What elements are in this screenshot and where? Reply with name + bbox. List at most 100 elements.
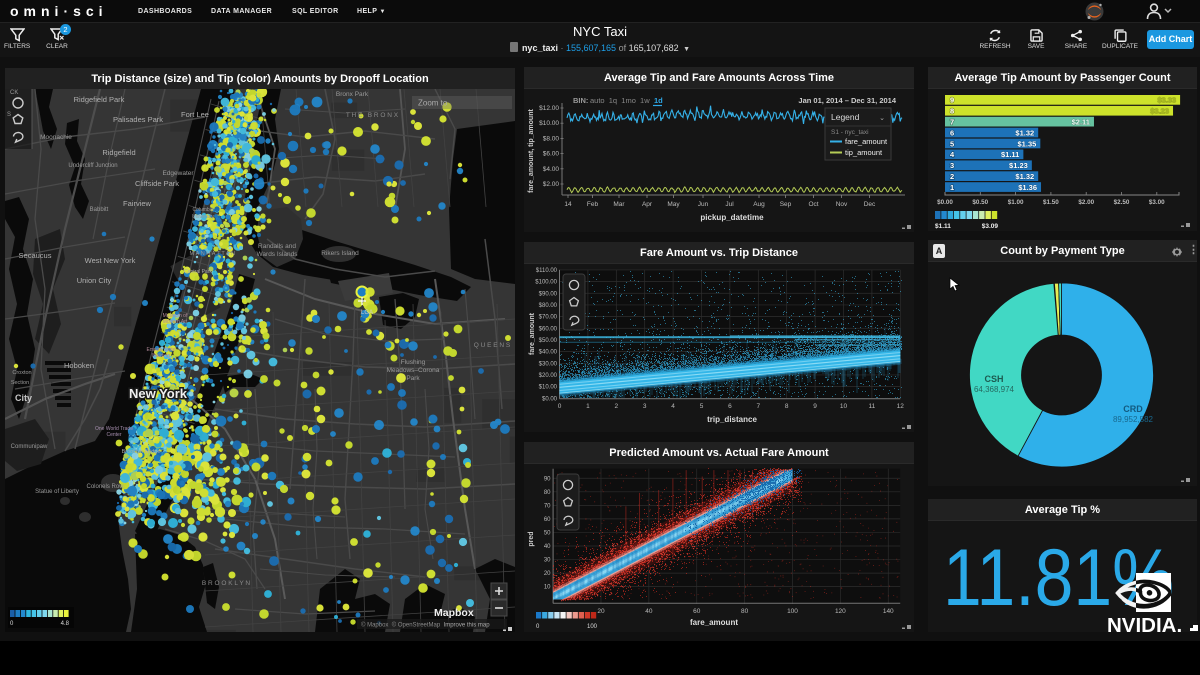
svg-text:14: 14: [564, 201, 572, 208]
svg-text:Randalls and: Randalls and: [258, 243, 296, 250]
svg-text:Sep: Sep: [780, 201, 792, 208]
svg-text:100: 100: [787, 608, 798, 615]
svg-text:$110.00: $110.00: [536, 268, 558, 274]
svg-text:4: 4: [671, 403, 675, 410]
svg-text:Central Park: Central Park: [184, 269, 212, 275]
svg-text:Hoboken: Hoboken: [64, 361, 94, 370]
svg-text:One World Trade: One World Trade: [95, 426, 133, 432]
svg-text:fare_amount: fare_amount: [529, 312, 536, 355]
svg-text:60: 60: [544, 517, 551, 523]
svg-text:NVIDIA.: NVIDIA.: [1107, 614, 1182, 637]
svg-text:Statue of Liberty: Statue of Liberty: [35, 489, 79, 495]
svg-text:CK: CK: [10, 90, 18, 96]
svg-text:CRD: CRD: [1123, 404, 1143, 414]
svg-text:5: 5: [700, 403, 704, 410]
svg-text:10: 10: [544, 585, 551, 591]
svg-text:Ridgefield Park: Ridgefield Park: [74, 95, 125, 104]
svg-text:B R O O K L Y N: B R O O K L Y N: [202, 580, 251, 587]
svg-text:Brooklyn Bridge: Brooklyn Bridge: [122, 449, 161, 455]
svg-text:$2.11: $2.11: [1072, 118, 1090, 127]
svg-text:auto 1q 1mo 1w: auto 1q 1mo 1w: [590, 96, 650, 105]
svg-text:Croxton: Croxton: [12, 370, 31, 376]
svg-text:20: 20: [544, 571, 551, 577]
svg-text:$40.00: $40.00: [539, 350, 558, 356]
svg-text:0: 0: [536, 624, 540, 630]
svg-text:$1.50: $1.50: [1043, 199, 1059, 206]
svg-text:Jul: Jul: [725, 201, 734, 208]
svg-text:Rikers Island: Rikers Island: [321, 250, 359, 257]
svg-text:Museum of: Museum of: [163, 313, 188, 319]
svg-text:$10.00: $10.00: [539, 120, 559, 127]
svg-text:Fort Lee: Fort Lee: [181, 110, 209, 119]
svg-text:70: 70: [544, 503, 551, 509]
svg-text:9: 9: [813, 403, 817, 410]
svg-text:7: 7: [756, 403, 760, 410]
svg-text:Bronx Park: Bronx Park: [336, 91, 369, 98]
svg-text:Apr: Apr: [642, 201, 653, 208]
svg-text:Modern Art: Modern Art: [163, 319, 188, 325]
svg-text:Dec: Dec: [864, 201, 876, 208]
svg-text:2: 2: [950, 172, 954, 181]
svg-text:1d: 1d: [654, 96, 663, 105]
svg-text:90: 90: [544, 476, 551, 482]
svg-text:Meadows–Corona: Meadows–Corona: [387, 367, 440, 374]
svg-text:7: 7: [950, 118, 954, 127]
svg-text:T H E B R O N X: T H E B R O N X: [346, 112, 399, 119]
svg-text:Ridgefield: Ridgefield: [102, 148, 135, 157]
svg-text:$70.00: $70.00: [539, 315, 558, 321]
svg-text:CSH: CSH: [984, 374, 1003, 384]
svg-text:Wards Islands: Wards Islands: [257, 251, 299, 258]
svg-text:8: 8: [950, 107, 954, 116]
svg-text:Center: Center: [106, 432, 121, 438]
svg-text:0: 0: [10, 621, 14, 627]
svg-text:Cliffside Park: Cliffside Park: [135, 179, 179, 188]
svg-text:1: 1: [950, 183, 954, 192]
svg-text:$1.11: $1.11: [935, 223, 951, 230]
svg-text:Palisades Park: Palisades Park: [113, 115, 163, 124]
svg-text:$12.00: $12.00: [539, 105, 559, 112]
svg-text:Union City: Union City: [77, 276, 112, 285]
svg-text:60: 60: [693, 608, 701, 615]
svg-text:S1 - nyc_taxi: S1 - nyc_taxi: [831, 129, 869, 136]
svg-text:$80.00: $80.00: [539, 303, 558, 309]
svg-text:$2.50: $2.50: [1114, 199, 1130, 206]
svg-text:$50.00: $50.00: [539, 338, 558, 344]
svg-text:S: S: [7, 112, 11, 118]
svg-text:Undercliff Junction: Undercliff Junction: [68, 163, 117, 169]
svg-text:$1.32: $1.32: [1015, 128, 1034, 137]
svg-text:89,952,582: 89,952,582: [1113, 415, 1154, 424]
svg-text:140: 140: [883, 608, 894, 615]
svg-text:0: 0: [558, 403, 562, 410]
svg-text:West New York: West New York: [85, 256, 136, 265]
svg-text:© Mapbox © OpenStreetMap Imp: © Mapbox © OpenStreetMap Improve this ma…: [361, 622, 490, 629]
svg-text:Mar: Mar: [613, 201, 625, 208]
svg-text:pickup_datetime: pickup_datetime: [700, 213, 764, 222]
svg-text:trip_distance: trip_distance: [707, 415, 757, 424]
svg-text:3: 3: [950, 161, 954, 170]
svg-text:Empire State: Empire State: [147, 347, 176, 353]
svg-text:New York: New York: [129, 386, 188, 401]
svg-text:$6.00: $6.00: [543, 151, 560, 158]
svg-text:Columbia: Columbia: [192, 207, 213, 213]
svg-text:120: 120: [835, 608, 846, 615]
svg-text:Legend: Legend: [831, 112, 860, 122]
svg-text:20: 20: [597, 608, 605, 615]
svg-text:80: 80: [741, 608, 749, 615]
svg-text:4: 4: [950, 150, 955, 159]
svg-text:Q U E E N S: Q U E E N S: [474, 342, 511, 349]
svg-text:$3.23: $3.23: [1150, 107, 1169, 116]
svg-text:$4.00: $4.00: [543, 166, 560, 173]
svg-text:80: 80: [544, 490, 551, 496]
svg-text:Communipaw: Communipaw: [11, 444, 48, 450]
svg-text:Babbitt: Babbitt: [90, 207, 109, 213]
svg-text:4.8: 4.8: [61, 621, 70, 627]
svg-text:64,368,974: 64,368,974: [974, 385, 1015, 394]
svg-text:30: 30: [544, 558, 551, 564]
svg-text:Fairview: Fairview: [123, 199, 152, 208]
svg-text:$90.00: $90.00: [539, 291, 558, 297]
svg-text:LGA: LGA: [361, 310, 373, 316]
svg-text:$1.11: $1.11: [1001, 150, 1019, 159]
svg-text:Oct: Oct: [808, 201, 818, 208]
svg-text:6: 6: [728, 403, 732, 410]
svg-text:Zoom to: Zoom to: [418, 99, 448, 108]
